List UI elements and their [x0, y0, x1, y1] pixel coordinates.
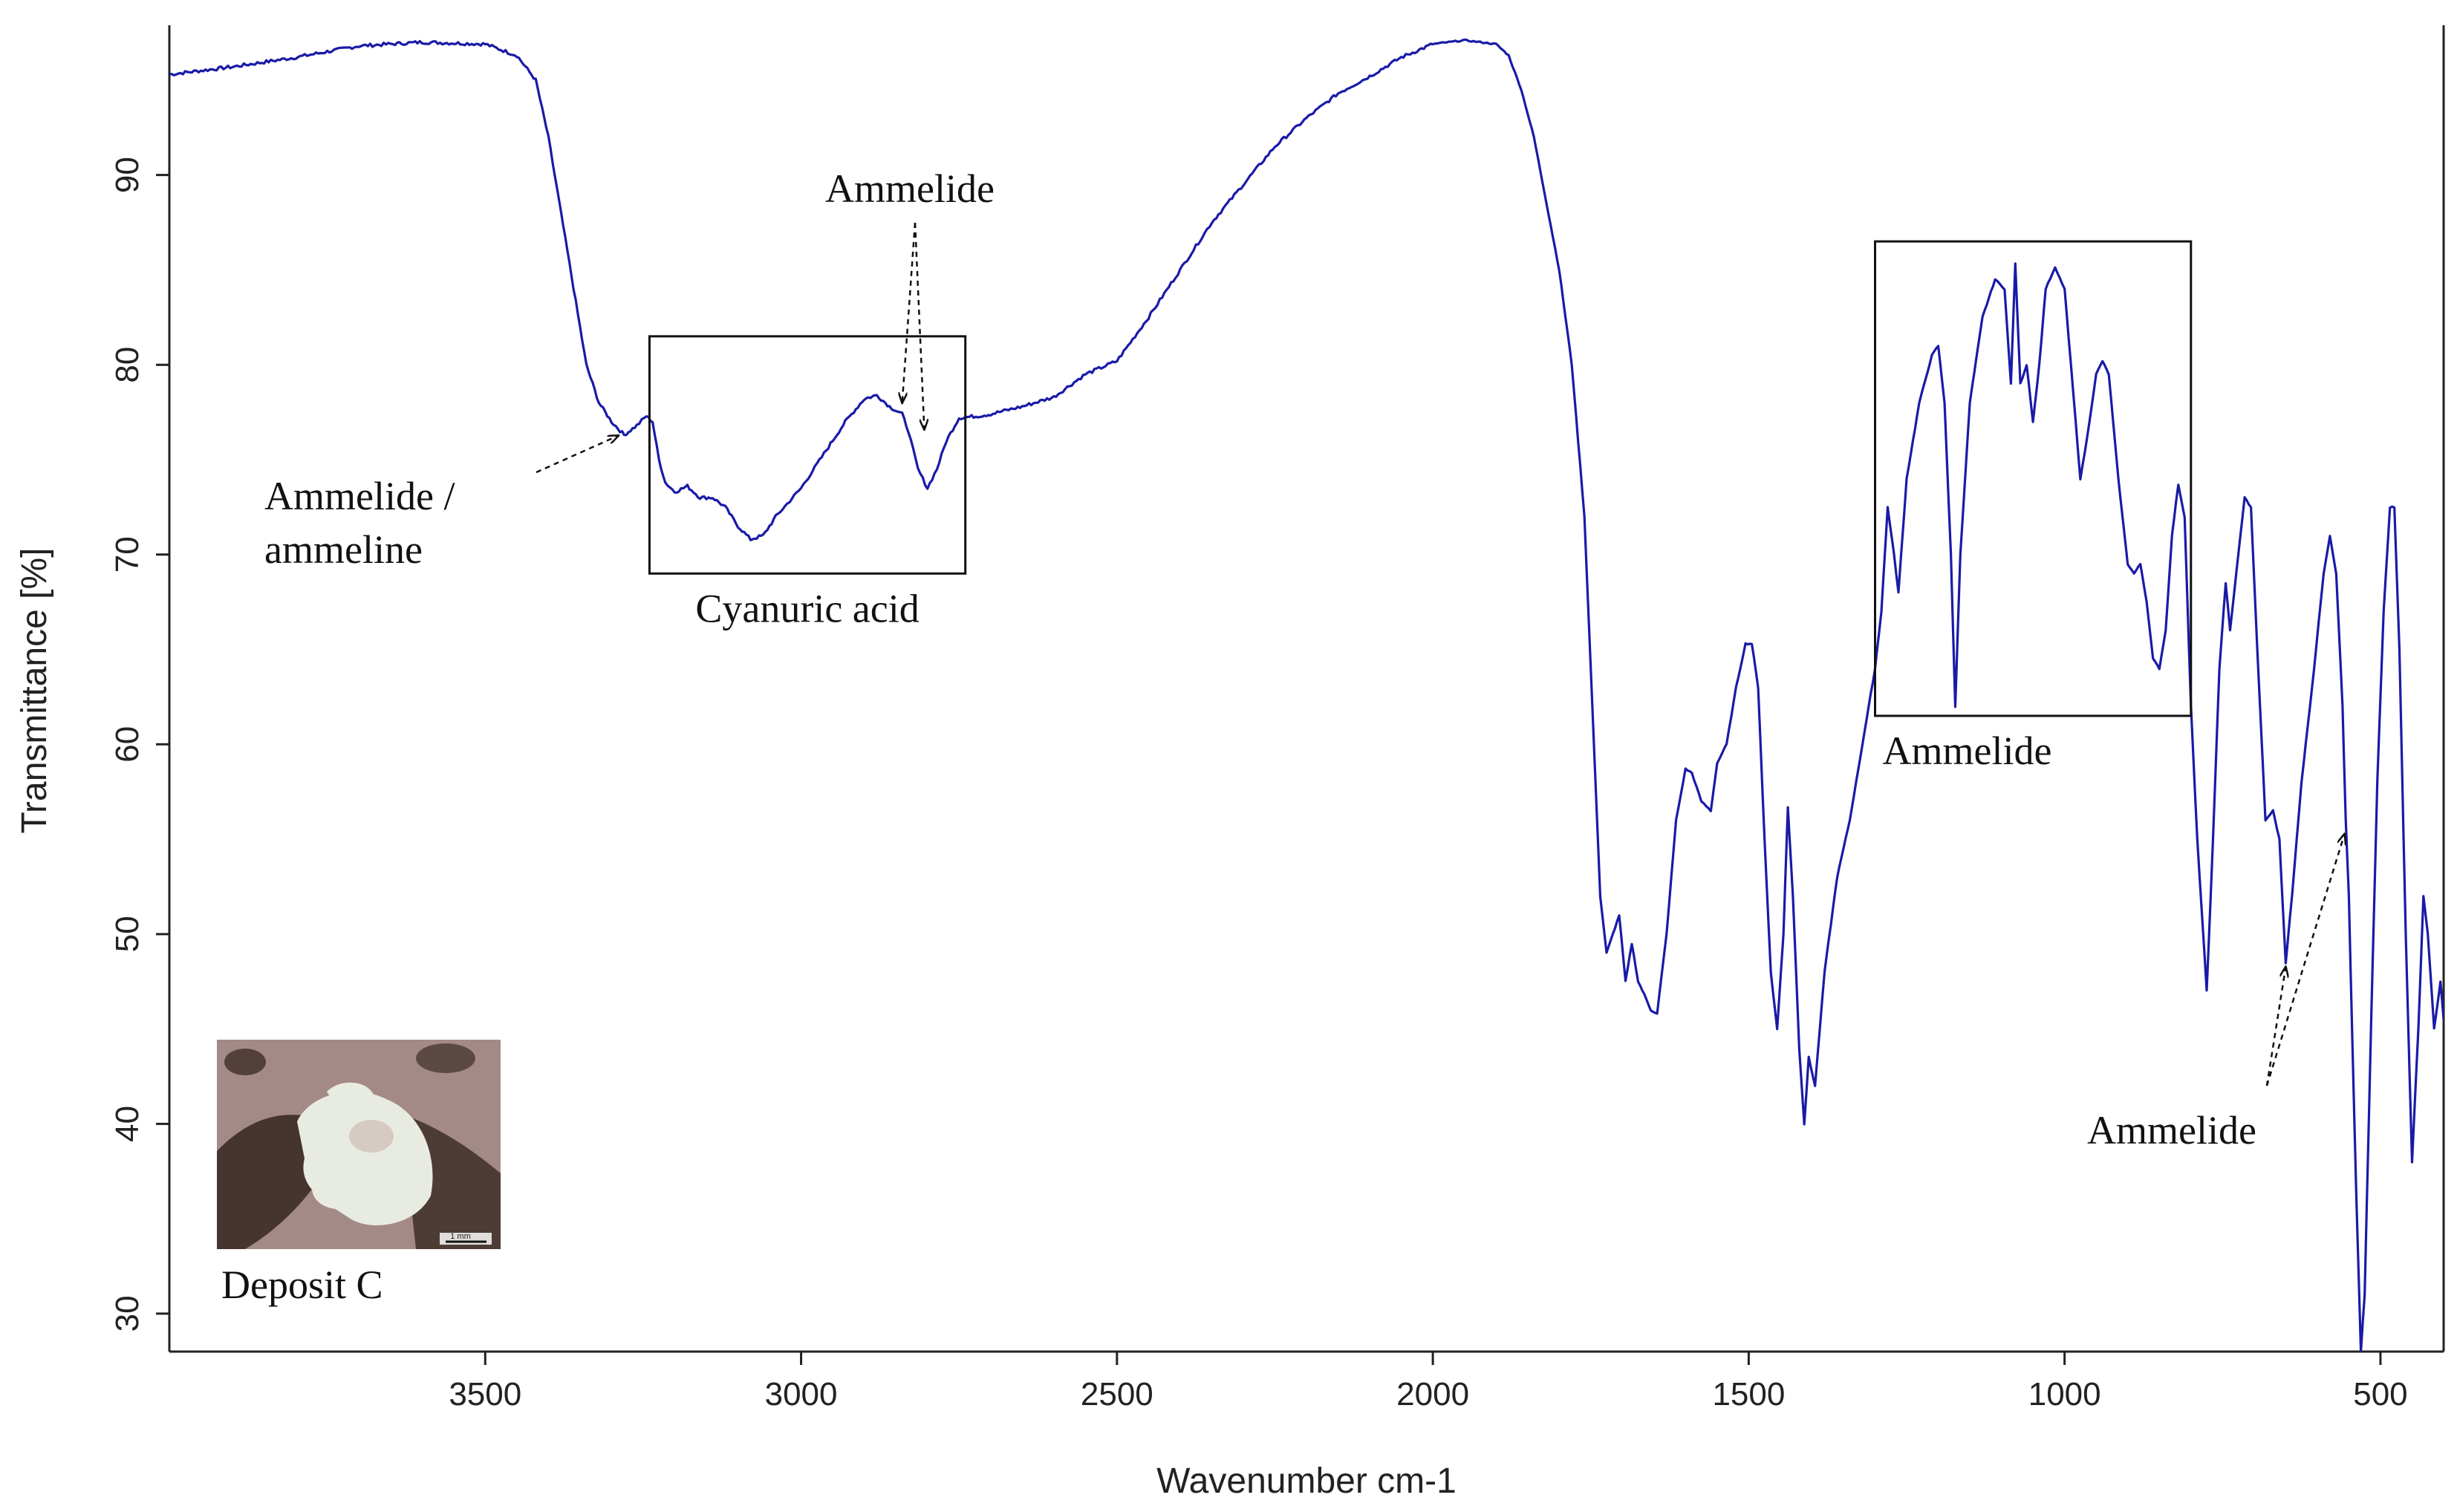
annotation-arrow: [2265, 834, 2344, 1086]
y-tick-label: 50: [109, 916, 146, 952]
y-tick-label: 60: [109, 726, 146, 763]
box-label: Ammelide: [1883, 729, 2052, 773]
annotation-arrow: [2265, 967, 2285, 1086]
y-tick-label: 70: [109, 536, 146, 573]
x-tick-label: 2500: [1081, 1376, 1153, 1412]
photo-white-deposit: [312, 1167, 364, 1209]
annotations: Ammelide Ammelide / ammeline Ammelide: [264, 166, 2344, 1153]
annotation-arrow: [902, 222, 917, 403]
plot-frame: [168, 25, 2445, 1353]
photo-dark-spot: [224, 1049, 266, 1075]
y-tick-label: 90: [109, 157, 146, 193]
x-axis: 3500 3000 2500 2000 1500 1000 500: [449, 1352, 2408, 1412]
y-axis-title: Transmittance [%]: [15, 547, 54, 833]
x-tick-label: 3500: [449, 1376, 521, 1412]
photo-highlight: [349, 1120, 394, 1153]
y-tick-label: 30: [109, 1295, 146, 1332]
inset-caption: Deposit C: [221, 1262, 383, 1307]
x-tick-label: 500: [2353, 1376, 2407, 1412]
box-label: Cyanuric acid: [695, 586, 919, 630]
spectrum-line: [169, 38, 2444, 1352]
y-axis: 30 40 50 60 70 80 90: [109, 157, 169, 1332]
y-tick-label: 40: [109, 1106, 146, 1142]
deposit-photo-inset: 1 mm Deposit C: [217, 1040, 501, 1307]
deposit-photo: [217, 1040, 501, 1249]
x-tick-label: 2000: [1396, 1376, 1469, 1412]
annotation-box: [648, 335, 967, 575]
y-tick-label: 80: [109, 347, 146, 383]
annotation-label: Ammelide: [2087, 1108, 2256, 1153]
annotation-arrow: [914, 222, 924, 429]
series-layer: [169, 38, 2444, 1352]
x-tick-label: 1500: [1712, 1376, 1785, 1412]
x-tick-label: 1000: [2028, 1376, 2101, 1412]
annotation-label: ammeline: [264, 527, 423, 572]
x-axis-title: Wavenumber cm-1: [1156, 1462, 1457, 1501]
photo-white-deposit: [327, 1082, 375, 1109]
annotation-box: [1874, 240, 2193, 717]
x-tick-label: 3000: [765, 1376, 838, 1412]
annotation-arrow: [536, 436, 618, 474]
annotation-label: Ammelide: [825, 166, 995, 211]
annotation-boxes: Cyanuric acid Ammelide: [648, 240, 2193, 773]
scale-bar-label: 1 mm: [450, 1232, 471, 1241]
annotation-label: Ammelide /: [264, 474, 455, 518]
photo-dark-spot: [416, 1043, 475, 1073]
